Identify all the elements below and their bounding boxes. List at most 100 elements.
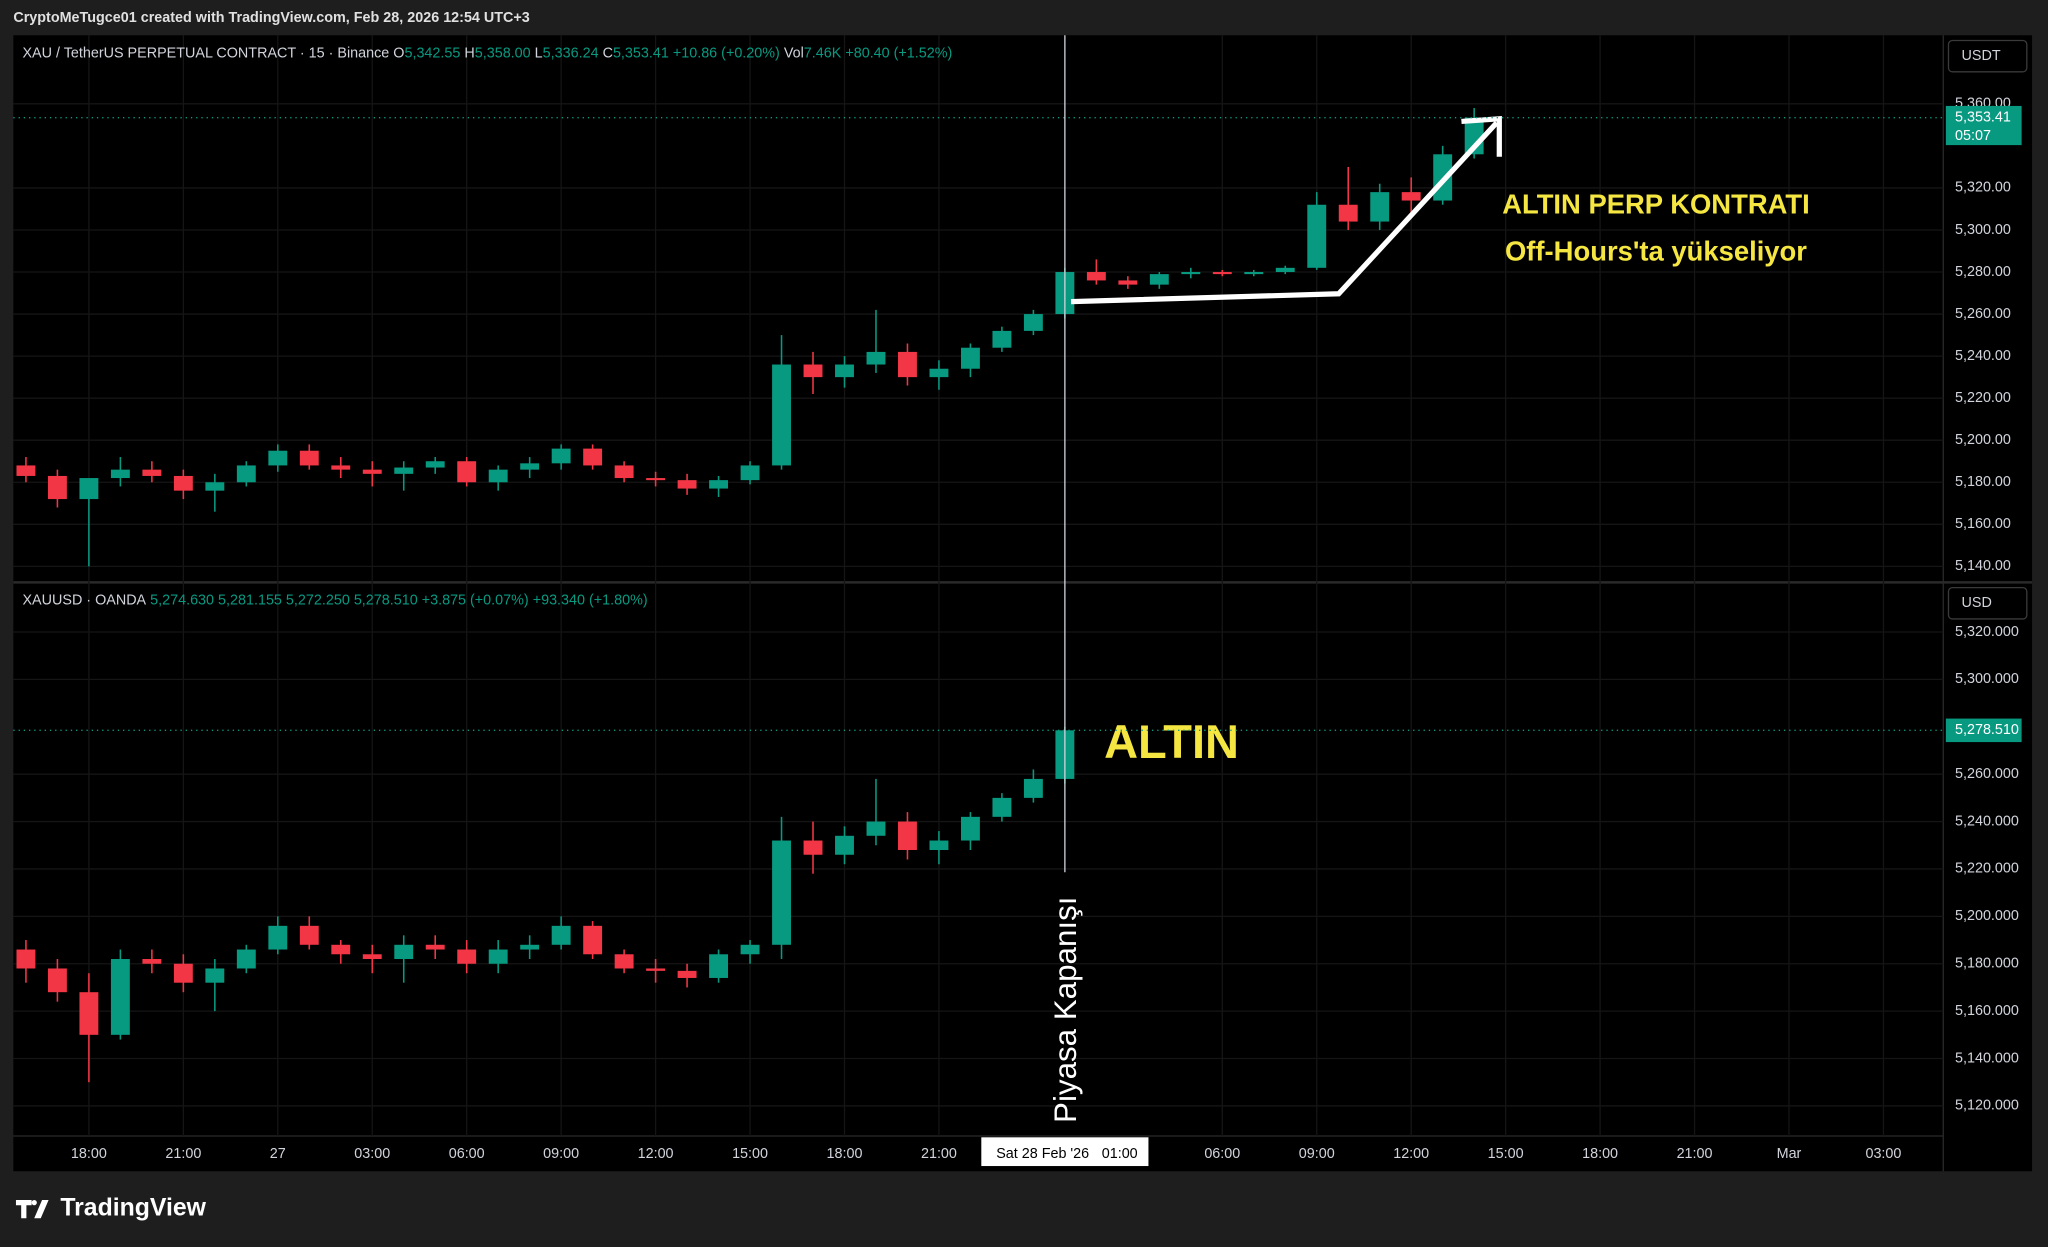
- candle-body: [205, 968, 225, 983]
- y-tick-label: 5,140.000: [1955, 1050, 2019, 1066]
- x-tick-label: 12:00: [638, 1146, 674, 1162]
- candle-body: [520, 463, 540, 470]
- candle-body: [709, 480, 729, 489]
- candle-body: [236, 949, 256, 969]
- candle-body: [299, 925, 319, 945]
- candle-body: [772, 840, 791, 945]
- candle-body: [16, 465, 36, 476]
- candle-body: [1086, 272, 1106, 281]
- x-tick-label: 06:00: [1204, 1146, 1240, 1162]
- annotation: Off-Hours'ta yükseliyor: [1505, 236, 1807, 267]
- y-tick-label: 5,240.00: [1955, 348, 2011, 364]
- candle-body: [79, 992, 99, 1035]
- candle-body: [551, 925, 571, 945]
- candle-body: [47, 968, 67, 993]
- x-tick-label: 06:00: [449, 1146, 485, 1162]
- candle-body: [551, 448, 571, 464]
- legend-change: +10.86 (+0.20%): [673, 45, 780, 61]
- candle-body: [1244, 272, 1264, 275]
- x-tick-label: 18:00: [1582, 1146, 1618, 1162]
- candle-body: [173, 475, 193, 491]
- legend-change: +3.875 (+0.07%): [422, 592, 529, 608]
- candle-body: [520, 944, 540, 950]
- candle-body: [1212, 272, 1232, 275]
- candle-body: [960, 816, 980, 841]
- candle-body: [614, 465, 634, 479]
- candle-body: [299, 450, 319, 466]
- candle-body: [740, 465, 760, 481]
- y-tick-label: 5,240.000: [1955, 813, 2019, 829]
- candle-body: [929, 368, 949, 378]
- watermark: CryptoMeTugce01 created with TradingView…: [13, 10, 529, 26]
- x-tick-label: 15:00: [732, 1146, 768, 1162]
- candle-body: [583, 925, 603, 955]
- candle-body: [992, 330, 1012, 348]
- currency[interactable]: USDT: [1962, 48, 2001, 64]
- candle-body: [110, 469, 130, 479]
- legend-key: L: [535, 45, 543, 61]
- logo: TradingView: [15, 1195, 207, 1222]
- candle-body: [79, 478, 99, 500]
- candle-body: [425, 461, 445, 468]
- legend-key: C: [603, 45, 613, 61]
- x-tick-label: 03:00: [1865, 1146, 1901, 1162]
- candle-body: [110, 959, 130, 1035]
- legend-change: +93.340 (+1.80%): [533, 592, 648, 608]
- legend-value: 5,353.41: [613, 45, 669, 61]
- arrow-head: [1461, 116, 1502, 157]
- legend-value: 5,281.155: [218, 592, 282, 608]
- x-tick-label: 21:00: [921, 1146, 957, 1162]
- candle-body: [992, 797, 1012, 817]
- annotation: ALTIN PERP KONTRATI: [1502, 189, 1810, 220]
- candle-body: [960, 347, 980, 369]
- y-tick-label: 5,280.00: [1955, 264, 2011, 280]
- candle-body: [1149, 274, 1169, 285]
- candle-body: [457, 949, 477, 964]
- candle-body: [1023, 778, 1043, 798]
- candle-body: [1401, 192, 1421, 201]
- crosshair-label-box: [981, 1137, 1149, 1167]
- currency-button[interactable]: [1947, 39, 2028, 73]
- logo-text: TradingView: [60, 1195, 206, 1222]
- candle-body: [331, 465, 351, 470]
- y-tick-label: 5,260.00: [1955, 306, 2011, 322]
- legend-value: 5,358.00: [475, 45, 531, 61]
- candle-body: [677, 480, 697, 489]
- y-tick-label: 5,200.00: [1955, 432, 2011, 448]
- y-tick-label: 5,260.000: [1955, 766, 2019, 782]
- candle-body: [16, 949, 36, 969]
- legend-change: +80.40 (+1.52%): [845, 45, 952, 61]
- x-tick-label: 09:00: [543, 1146, 579, 1162]
- last-price-box: [1945, 718, 2022, 743]
- candle-body: [488, 469, 508, 483]
- y-tick-label: 5,320.00: [1955, 180, 2011, 196]
- legend-value: 5,274.630: [150, 592, 214, 608]
- candle-body: [583, 448, 603, 466]
- x-tick-label: 27: [270, 1146, 286, 1162]
- annotation: ALTIN: [1104, 715, 1239, 768]
- candle-body: [1275, 267, 1295, 273]
- candle-body: [835, 364, 854, 378]
- x-tick-label: 03:00: [354, 1146, 390, 1162]
- overlay: 5,140.00 5,160.00 5,180.00 5,200.00 5,220.00…: [13, 35, 2022, 1167]
- x-tick-label: 21:00: [1677, 1146, 1713, 1162]
- currency[interactable]: USD: [1962, 595, 1992, 611]
- candle-body: [331, 944, 351, 955]
- y-tick-label: 5,180.00: [1955, 474, 2011, 490]
- legend-value: 5,278.510: [354, 592, 418, 608]
- x-tick-label: 18:00: [71, 1146, 107, 1162]
- legend-key: H: [464, 45, 474, 61]
- candle-body: [394, 944, 414, 960]
- currency-button[interactable]: [1947, 586, 2028, 620]
- candle-body: [1307, 204, 1327, 268]
- candle-body: [1023, 314, 1043, 331]
- logo-icon: [15, 1199, 49, 1219]
- candle-body: [173, 963, 193, 983]
- x-tick-label: 15:00: [1488, 1146, 1524, 1162]
- logo-icon: [31, 1199, 37, 1206]
- y-tick-label: 5,300.000: [1955, 671, 2019, 687]
- legend-value: 5,272.250: [286, 592, 350, 608]
- candle-body: [898, 821, 917, 851]
- y-tick-label: 5,200.000: [1955, 908, 2019, 924]
